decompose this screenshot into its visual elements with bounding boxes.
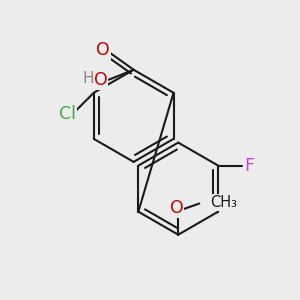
Text: O: O	[170, 199, 184, 217]
Text: CH₃: CH₃	[211, 195, 238, 210]
Text: O: O	[94, 71, 107, 89]
Text: Cl: Cl	[59, 105, 76, 123]
Text: O: O	[96, 41, 110, 59]
Text: H: H	[83, 71, 94, 86]
Text: F: F	[244, 157, 254, 175]
